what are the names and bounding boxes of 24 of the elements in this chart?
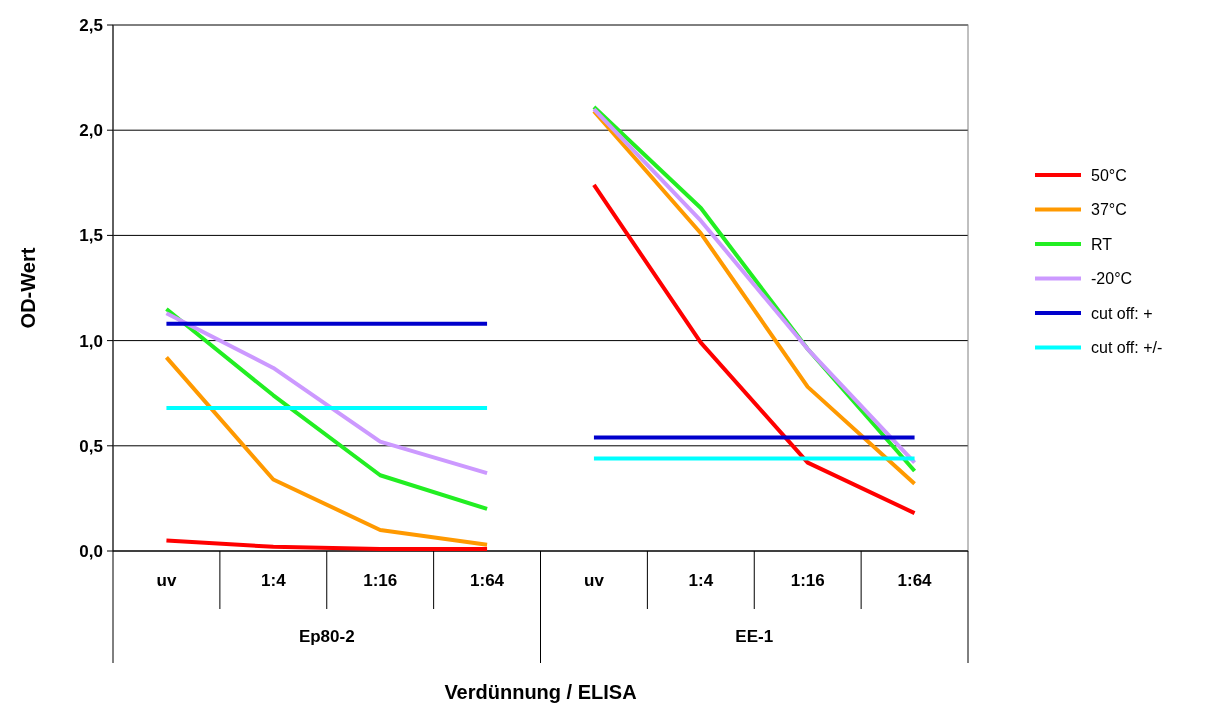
- y-tick-label: 0,0: [79, 541, 103, 561]
- x-tick-label: 1:4: [261, 570, 287, 590]
- y-tick-label: 2,5: [79, 15, 103, 35]
- x-tick-label: uv: [156, 570, 177, 590]
- legend-label: RT: [1091, 235, 1113, 253]
- x-tick-label: 1:16: [363, 570, 398, 590]
- x-tick-label: 1:4: [688, 570, 714, 590]
- x-tick-label: 1:64: [897, 570, 933, 590]
- text: EE-1: [735, 626, 774, 646]
- x-tick-label: 1:64: [470, 570, 505, 590]
- y-tick-label: 0,5: [79, 436, 103, 456]
- y-tick-label: 1,5: [79, 226, 103, 246]
- x-tick-label: 1:16: [790, 570, 825, 590]
- legend-label: cut off: +: [1091, 304, 1153, 322]
- legend-label: 37°C: [1091, 201, 1127, 219]
- legend-label: 50°C: [1091, 166, 1127, 184]
- legend-label: -20°C: [1091, 270, 1133, 288]
- legend-label: cut off: +/-: [1091, 339, 1163, 357]
- x-axis-title: Verdünnung / ELISA: [444, 681, 637, 703]
- y-tick-label: 2,0: [79, 121, 103, 141]
- text: Ep80-2: [298, 626, 355, 646]
- x-tick-label: uv: [584, 570, 605, 590]
- y-tick-label: 1,0: [79, 331, 103, 351]
- y-axis-title: OD-Wert: [17, 247, 39, 329]
